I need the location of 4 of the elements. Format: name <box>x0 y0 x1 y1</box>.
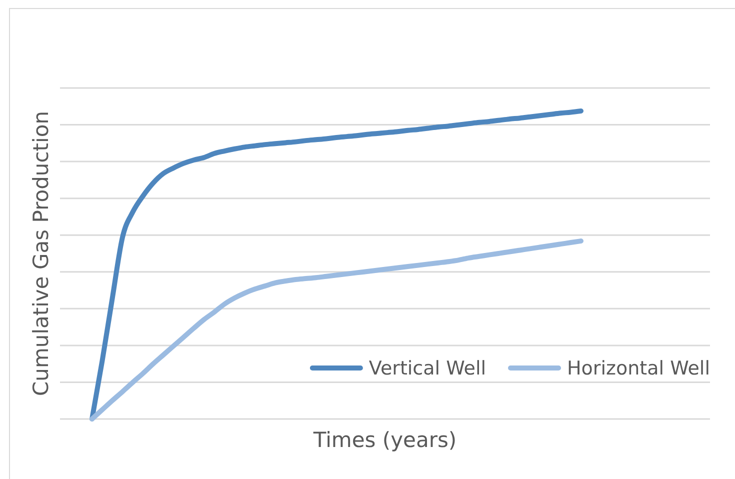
y-axis-title: Cumulative Gas Production <box>29 110 53 396</box>
legend-label: Vertical Well <box>368 358 486 380</box>
x-axis-title: Times (years) <box>312 428 457 452</box>
legend-label: Horizontal Well <box>567 358 710 380</box>
